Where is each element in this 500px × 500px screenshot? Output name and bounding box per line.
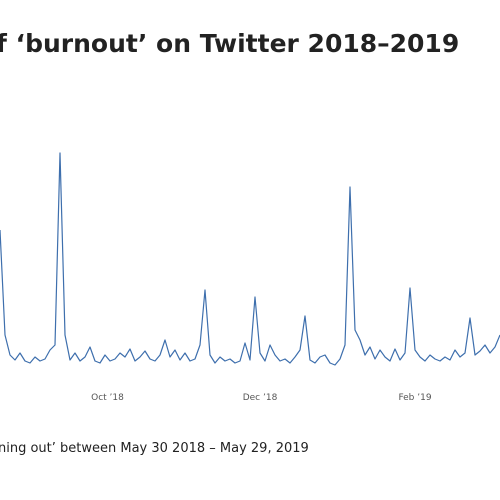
x-tick-label: Oct ’18 [91, 393, 124, 403]
chart-title: f ‘burnout’ on Twitter 2018–2019 [0, 29, 459, 58]
x-tick-label: Dec ’18 [243, 393, 278, 403]
x-tick-label: Feb ’19 [398, 393, 431, 403]
footnote: ning out’ between May 30 2018 – May 29, … [0, 441, 309, 456]
line [0, 152, 500, 366]
